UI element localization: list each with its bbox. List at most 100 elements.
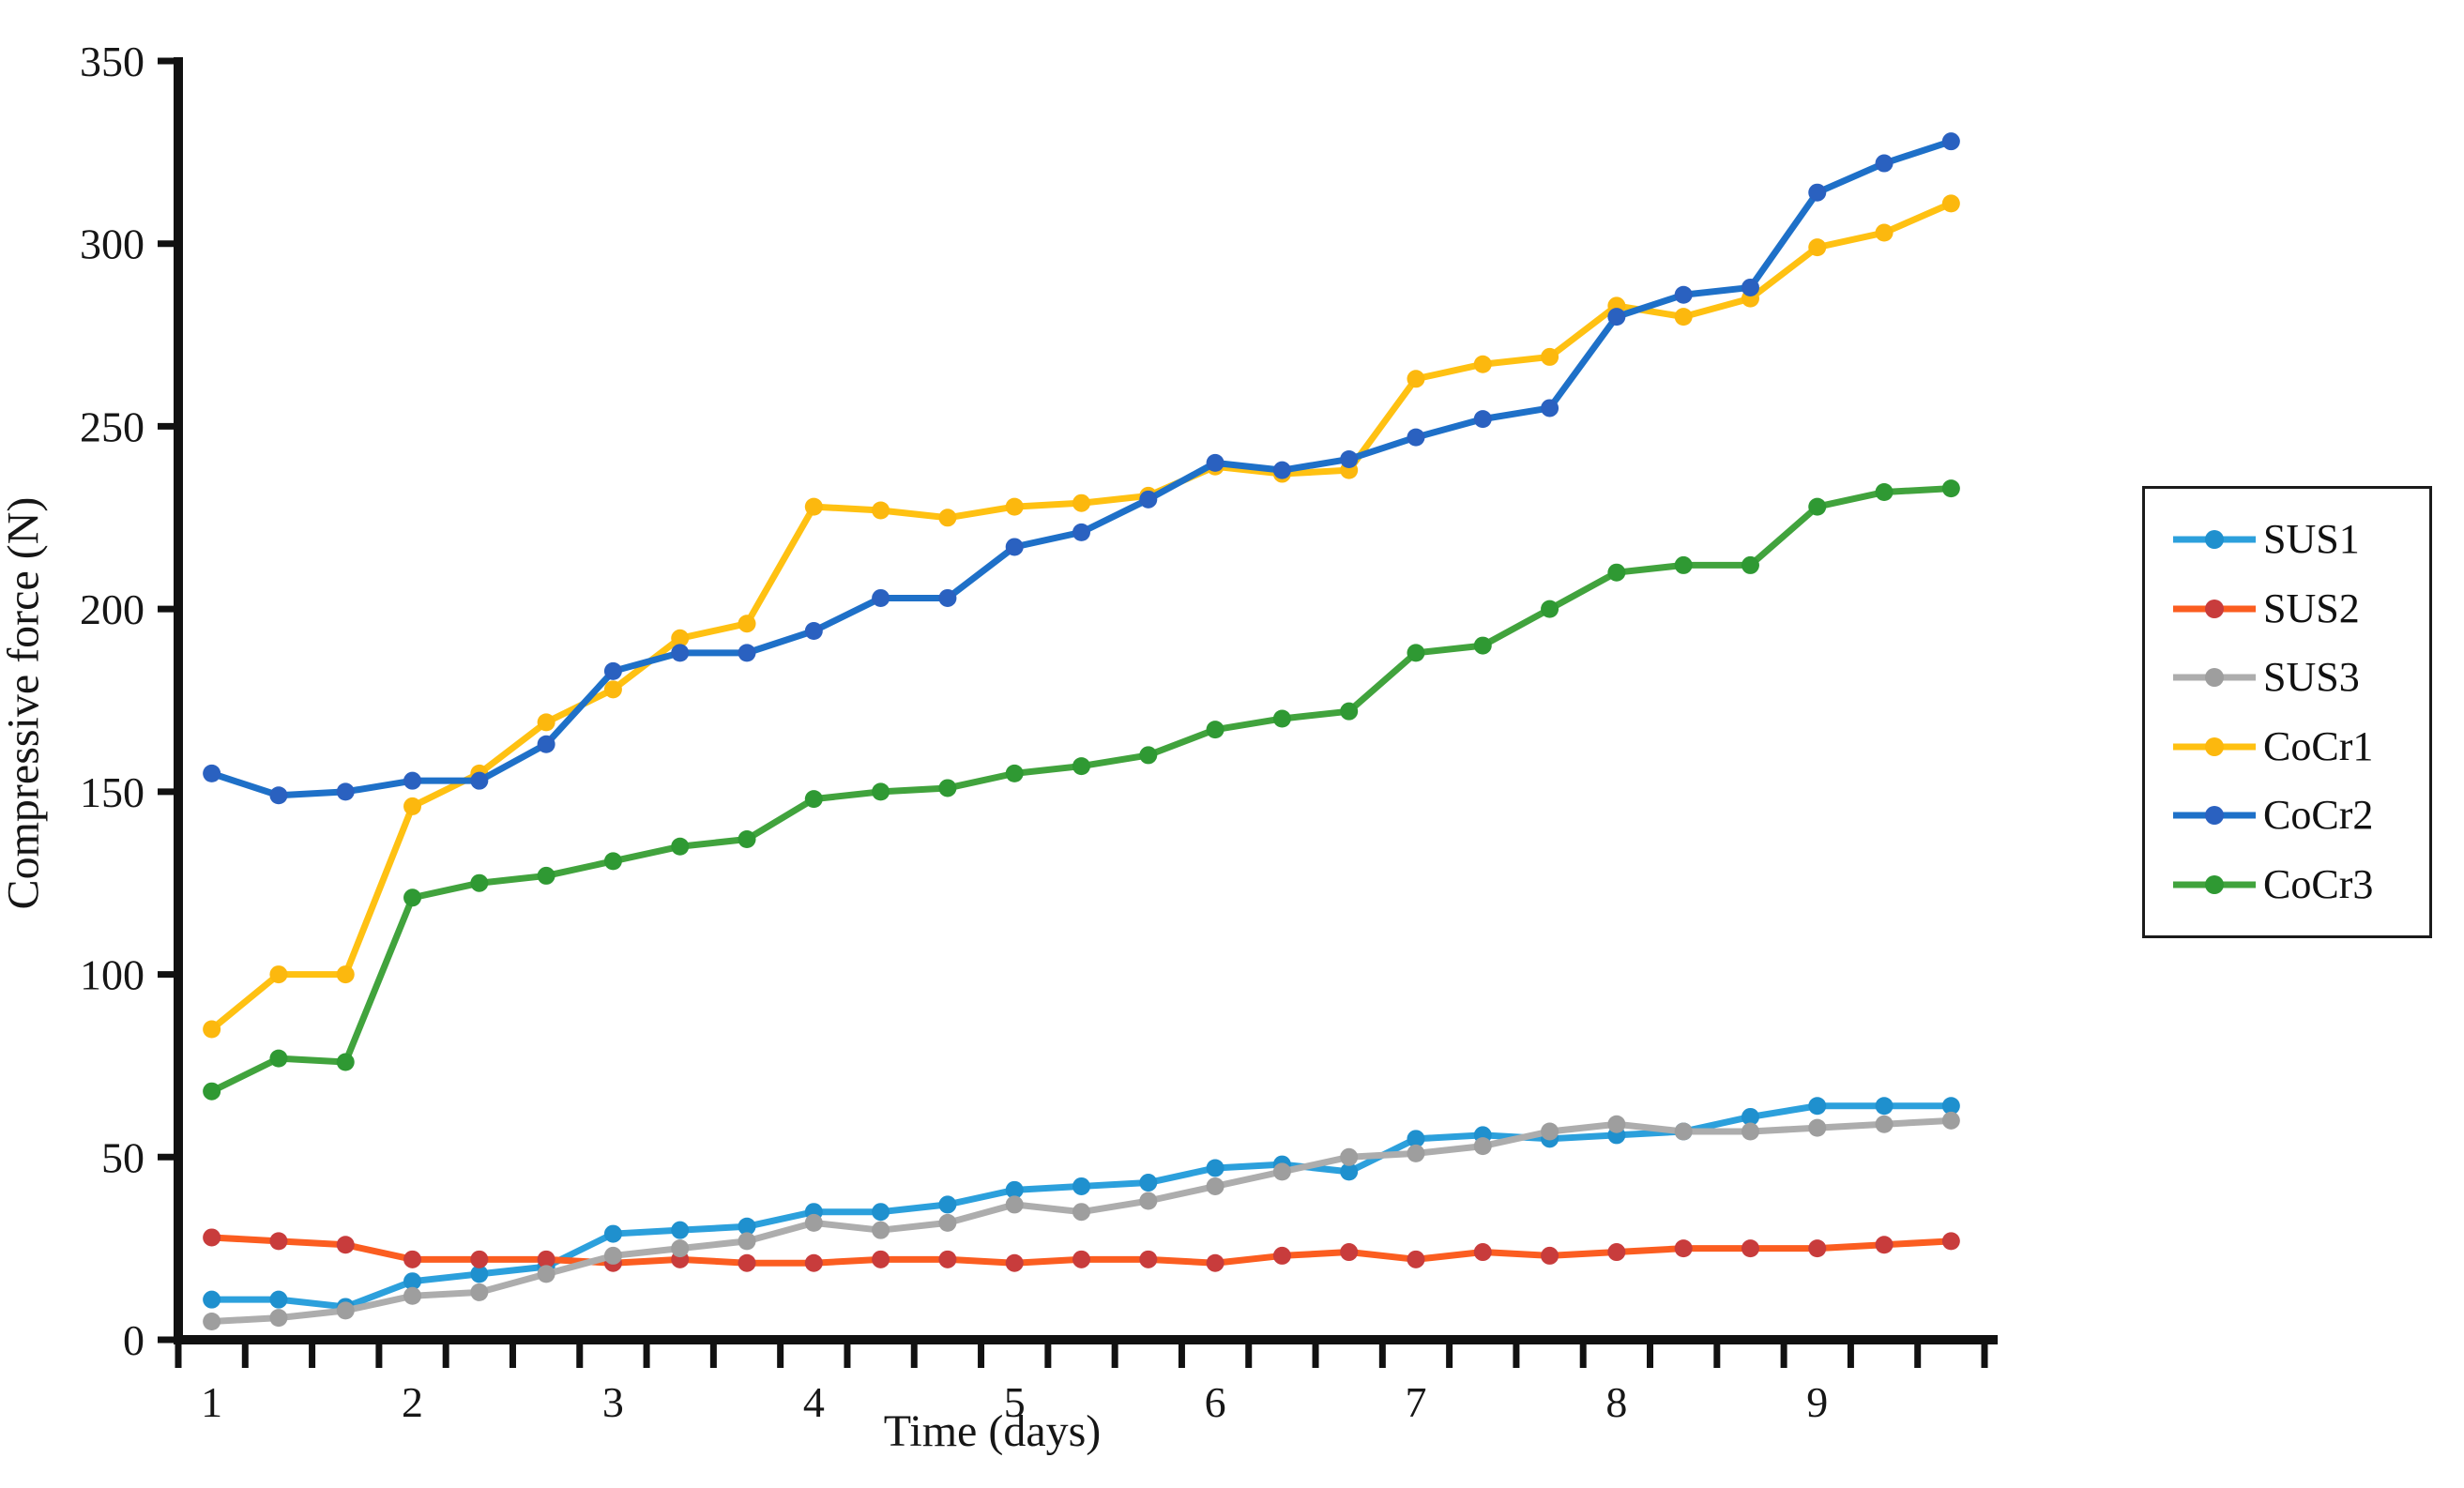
data-point-SUS2 — [1407, 1250, 1425, 1268]
data-point-SUS3 — [1808, 1118, 1827, 1137]
data-point-CoCr2 — [537, 735, 555, 753]
data-point-SUS1 — [671, 1221, 690, 1239]
series-line-CoCr1 — [208, 200, 1954, 1033]
data-point-CoCr3 — [804, 790, 823, 809]
legend-item-SUS1: SUS1 — [2171, 516, 2429, 563]
data-point-SUS1 — [203, 1290, 221, 1309]
data-point-CoCr1 — [603, 680, 622, 699]
data-point-SUS3 — [403, 1286, 422, 1305]
data-point-SUS2 — [537, 1250, 555, 1268]
x-tick-label: 1 — [201, 1378, 222, 1426]
legend-label: SUS3 — [2263, 654, 2360, 701]
legend-label: CoCr3 — [2263, 860, 2374, 907]
data-point-CoCr2 — [1407, 428, 1425, 447]
data-point-SUS2 — [336, 1236, 355, 1254]
data-point-SUS2 — [1541, 1246, 1559, 1265]
data-point-SUS2 — [1808, 1239, 1827, 1258]
data-point-CoCr3 — [872, 782, 890, 801]
legend-label: SUS2 — [2263, 585, 2360, 631]
x-tick-label: 7 — [1405, 1378, 1426, 1426]
data-point-SUS3 — [1005, 1195, 1024, 1214]
data-point-CoCr2 — [1139, 490, 1158, 509]
y-tick-label: 150 — [80, 768, 144, 816]
data-point-SUS3 — [1941, 1111, 1960, 1130]
data-point-SUS1 — [872, 1203, 890, 1222]
data-point-SUS2 — [1072, 1250, 1090, 1268]
data-point-CoCr1 — [1541, 347, 1559, 366]
data-point-CoCr3 — [1674, 555, 1693, 574]
data-point-SUS3 — [738, 1232, 756, 1251]
data-point-CoCr3 — [1072, 757, 1090, 776]
data-point-CoCr1 — [938, 509, 957, 527]
data-point-CoCr2 — [1941, 132, 1960, 151]
data-point-CoCr2 — [1206, 453, 1224, 472]
data-point-CoCr1 — [804, 497, 823, 516]
legend-item-SUS2: SUS2 — [2171, 585, 2429, 632]
data-point-SUS1 — [603, 1224, 622, 1243]
legend-item-CoCr2: CoCr2 — [2171, 792, 2429, 839]
data-point-CoCr1 — [738, 615, 756, 633]
data-point-SUS3 — [1072, 1203, 1090, 1222]
legend-label: SUS1 — [2263, 516, 2360, 563]
data-point-CoCr3 — [1941, 479, 1960, 498]
data-point-CoCr2 — [269, 786, 288, 805]
y-tick-label: 250 — [80, 402, 144, 450]
data-point-SUS3 — [671, 1239, 690, 1258]
data-point-SUS1 — [1941, 1097, 1960, 1116]
data-point-CoCr2 — [804, 622, 823, 641]
y-axis-title: Compressive force (N) — [0, 496, 49, 910]
series-line-CoCr3 — [208, 485, 1954, 1095]
data-point-SUS1 — [269, 1290, 288, 1309]
data-point-CoCr3 — [1206, 721, 1224, 739]
data-point-CoCr3 — [203, 1082, 221, 1101]
data-point-CoCr2 — [1541, 399, 1559, 418]
data-point-CoCr2 — [403, 771, 422, 790]
data-point-SUS3 — [1340, 1147, 1359, 1166]
legend-marker-icon — [2173, 736, 2256, 756]
data-point-SUS2 — [738, 1253, 756, 1272]
data-point-CoCr2 — [1272, 461, 1291, 479]
data-point-CoCr1 — [203, 1020, 221, 1039]
data-point-CoCr1 — [1407, 370, 1425, 388]
y-tick-label: 300 — [80, 220, 144, 268]
data-point-SUS1 — [403, 1272, 422, 1291]
legend-box: SUS1 SUS2 SUS3 CoCr1 CoCr2 CoCr3 — [2142, 486, 2432, 938]
x-tick-label: 6 — [1205, 1378, 1226, 1426]
legend-marker-icon — [2173, 530, 2256, 550]
data-point-SUS1 — [1407, 1130, 1425, 1148]
data-point-CoCr1 — [537, 713, 555, 732]
data-point-SUS2 — [1875, 1236, 1894, 1254]
data-point-SUS3 — [1674, 1122, 1693, 1141]
data-point-SUS2 — [1005, 1253, 1024, 1272]
data-point-CoCr2 — [603, 661, 622, 680]
data-point-CoCr1 — [1473, 355, 1492, 373]
data-point-SUS2 — [1473, 1243, 1492, 1262]
data-point-CoCr3 — [671, 837, 690, 856]
legend-item-CoCr1: CoCr1 — [2171, 723, 2429, 770]
legend-item-CoCr3: CoCr3 — [2171, 861, 2429, 908]
data-point-CoCr3 — [537, 866, 555, 885]
data-point-SUS2 — [1674, 1239, 1693, 1258]
x-tick-label: 2 — [402, 1378, 423, 1426]
data-point-SUS1 — [738, 1217, 756, 1236]
data-point-CoCr2 — [1340, 449, 1359, 468]
data-point-CoCr3 — [603, 852, 622, 871]
y-tick-label: 100 — [80, 951, 144, 999]
data-point-CoCr3 — [1875, 483, 1894, 502]
data-point-SUS3 — [336, 1301, 355, 1320]
data-point-SUS1 — [1206, 1159, 1224, 1177]
data-point-CoCr1 — [1875, 223, 1894, 242]
data-point-SUS3 — [938, 1213, 957, 1232]
data-point-SUS1 — [470, 1265, 489, 1283]
data-point-CoCr2 — [1607, 308, 1626, 326]
data-point-CoCr3 — [1340, 702, 1359, 721]
legend-label: CoCr1 — [2263, 722, 2374, 769]
data-point-SUS2 — [804, 1253, 823, 1272]
data-point-SUS1 — [1875, 1097, 1894, 1116]
data-point-SUS3 — [804, 1213, 823, 1232]
data-point-SUS2 — [1340, 1243, 1359, 1262]
data-point-CoCr2 — [938, 588, 957, 607]
data-point-SUS2 — [1941, 1232, 1960, 1251]
data-point-CoCr1 — [1941, 194, 1960, 213]
